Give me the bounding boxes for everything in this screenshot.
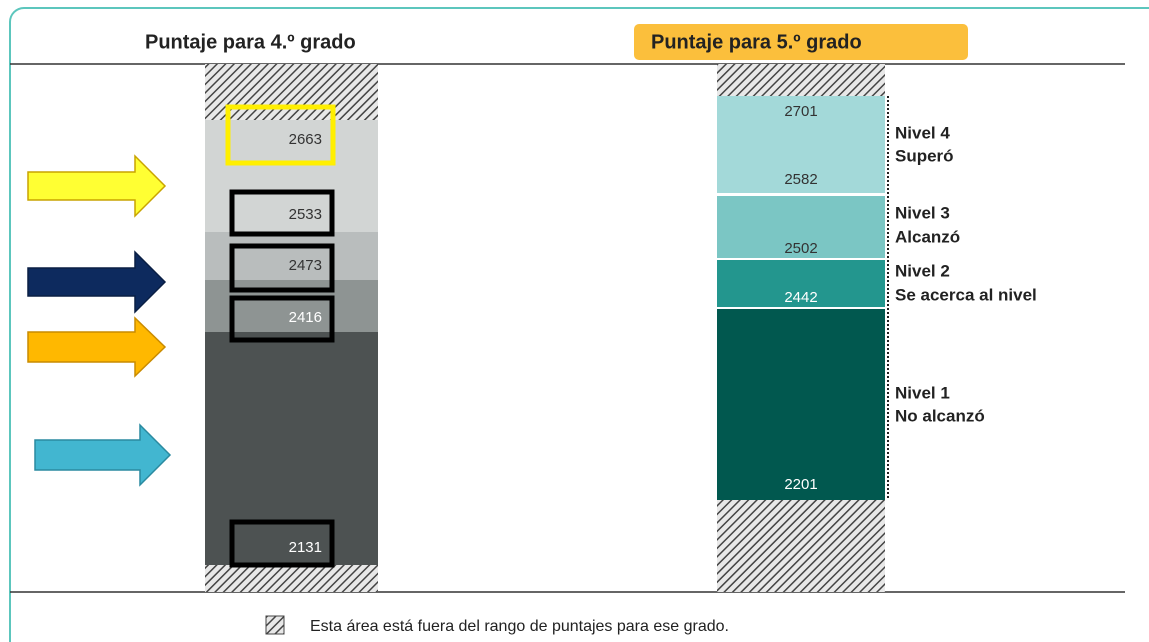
header-grade4: Puntaje para 4.º grado <box>145 31 356 53</box>
score: 2131 <box>289 539 322 556</box>
segment <box>717 260 885 307</box>
arrow <box>27 250 167 314</box>
score: 2201 <box>784 476 817 493</box>
arrow <box>27 154 167 218</box>
level-name: Nivel 3 <box>895 203 950 222</box>
level-label: Alcanzó <box>895 227 960 246</box>
level-name: Nivel 4 <box>895 123 950 142</box>
footnote: Esta área está fuera del rango de puntaj… <box>310 618 729 635</box>
frame <box>9 7 1149 642</box>
score: 2701 <box>784 103 817 120</box>
arrow <box>27 316 167 378</box>
score: 2473 <box>289 257 322 274</box>
highlight-box <box>225 104 336 166</box>
score: 2533 <box>289 206 322 223</box>
score: 2663 <box>289 131 322 148</box>
segment <box>717 96 885 193</box>
score: 2582 <box>784 171 817 188</box>
segment <box>717 196 885 258</box>
out-of-range <box>205 565 378 592</box>
segment <box>717 309 885 500</box>
arrow <box>34 423 172 487</box>
highlight-box <box>229 519 335 568</box>
out-of-range <box>205 64 378 120</box>
highlight-box <box>229 243 335 293</box>
level-name: Nivel 2 <box>895 261 950 280</box>
out-of-range <box>717 500 885 592</box>
level-label: Superó <box>895 146 954 165</box>
out-of-range <box>717 64 885 96</box>
header-grade5: Puntaje para 5.º grado <box>651 31 862 53</box>
highlight-box <box>229 295 335 343</box>
header-highlight <box>634 24 968 60</box>
highlight-box <box>229 189 335 237</box>
score: 2502 <box>784 240 817 257</box>
level-label: Se acerca al nivel <box>895 285 1037 304</box>
score: 2416 <box>289 309 322 326</box>
level-label: No alcanzó <box>895 406 985 425</box>
hatch-icon <box>265 615 285 635</box>
score: 2442 <box>784 289 817 306</box>
level-name: Nivel 1 <box>895 383 950 402</box>
